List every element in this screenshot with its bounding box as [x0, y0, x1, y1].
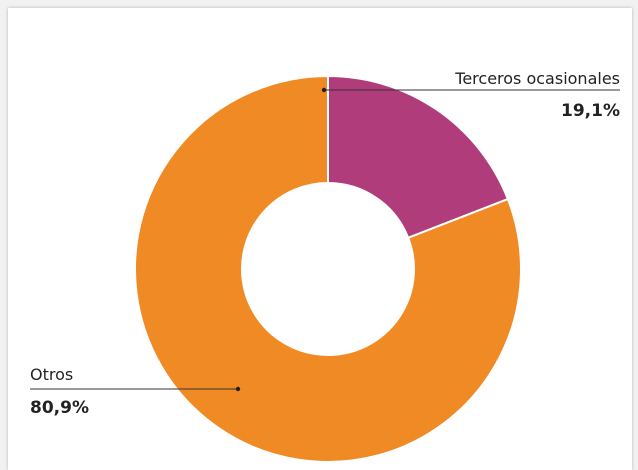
slice-otros: [134, 74, 522, 463]
slice-label-otros: Otros: [30, 365, 73, 384]
leader-lines-group: [30, 87, 620, 392]
slice-label-terceros-ocasionales: Terceros ocasionales: [454, 69, 620, 88]
slices-group: [134, 74, 522, 463]
slice-value-otros: 80,9%: [30, 398, 89, 418]
slice-terceros-ocasionales: [327, 74, 510, 240]
leader-dot-terceros-ocasionales: [321, 87, 327, 93]
slice-value-terceros-ocasionales: 19,1%: [561, 101, 620, 121]
donut-chart: Terceros ocasionales 19,1% Otros 80,9%: [30, 69, 620, 463]
chart-container: Terceros ocasionales 19,1% Otros 80,9%: [8, 8, 632, 470]
leader-dot-otros: [235, 386, 241, 392]
